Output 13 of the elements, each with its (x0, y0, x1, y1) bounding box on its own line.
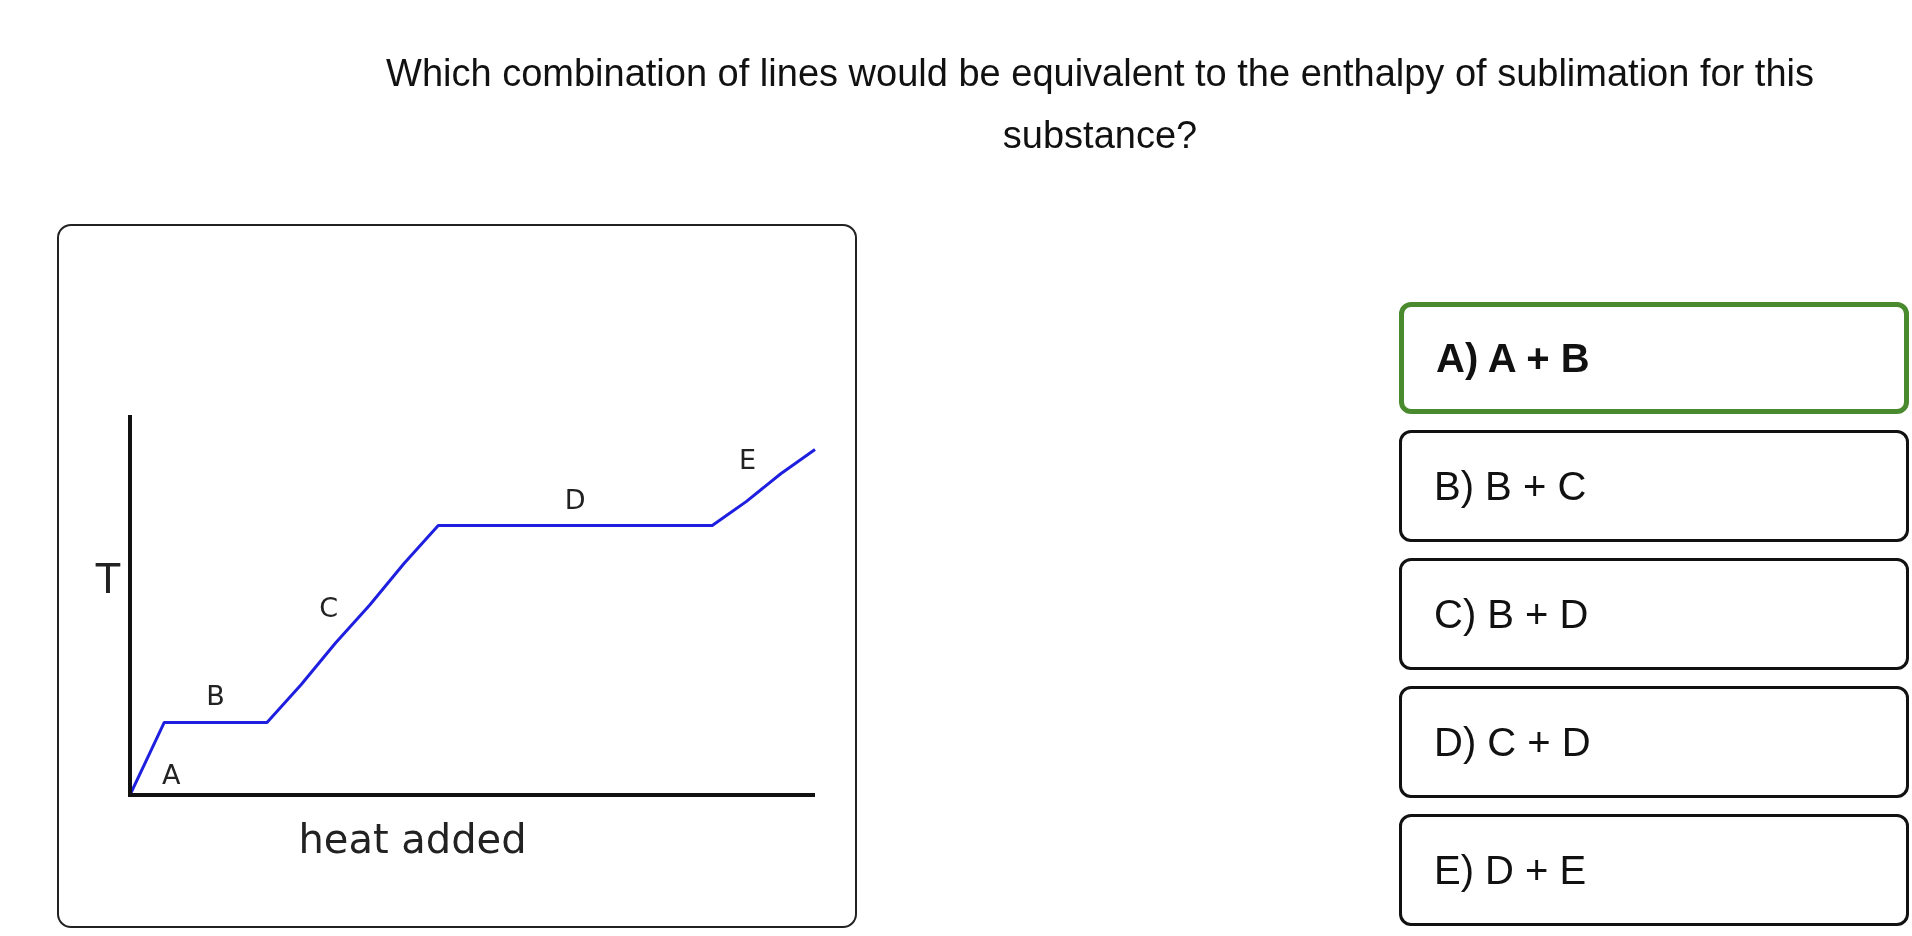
text: A) A + B (1399, 302, 1909, 414)
text: D) C + D (1399, 686, 1909, 798)
annotation: A (161, 758, 181, 790)
text: Which combination of lines would be equivalent to the enthalpy of sublimation for this substance? (385, 51, 1815, 158)
y-axis-title: T (94, 555, 121, 602)
annotation: E (739, 443, 757, 475)
text: E) D + E (1399, 814, 1909, 926)
annotation: C (319, 592, 339, 624)
x-axis-title: heat added (298, 816, 527, 863)
text: B) B + C (1399, 430, 1909, 542)
annotation: B (206, 680, 225, 712)
annotation: D (564, 483, 586, 515)
text: C) B + D (1399, 558, 1909, 670)
